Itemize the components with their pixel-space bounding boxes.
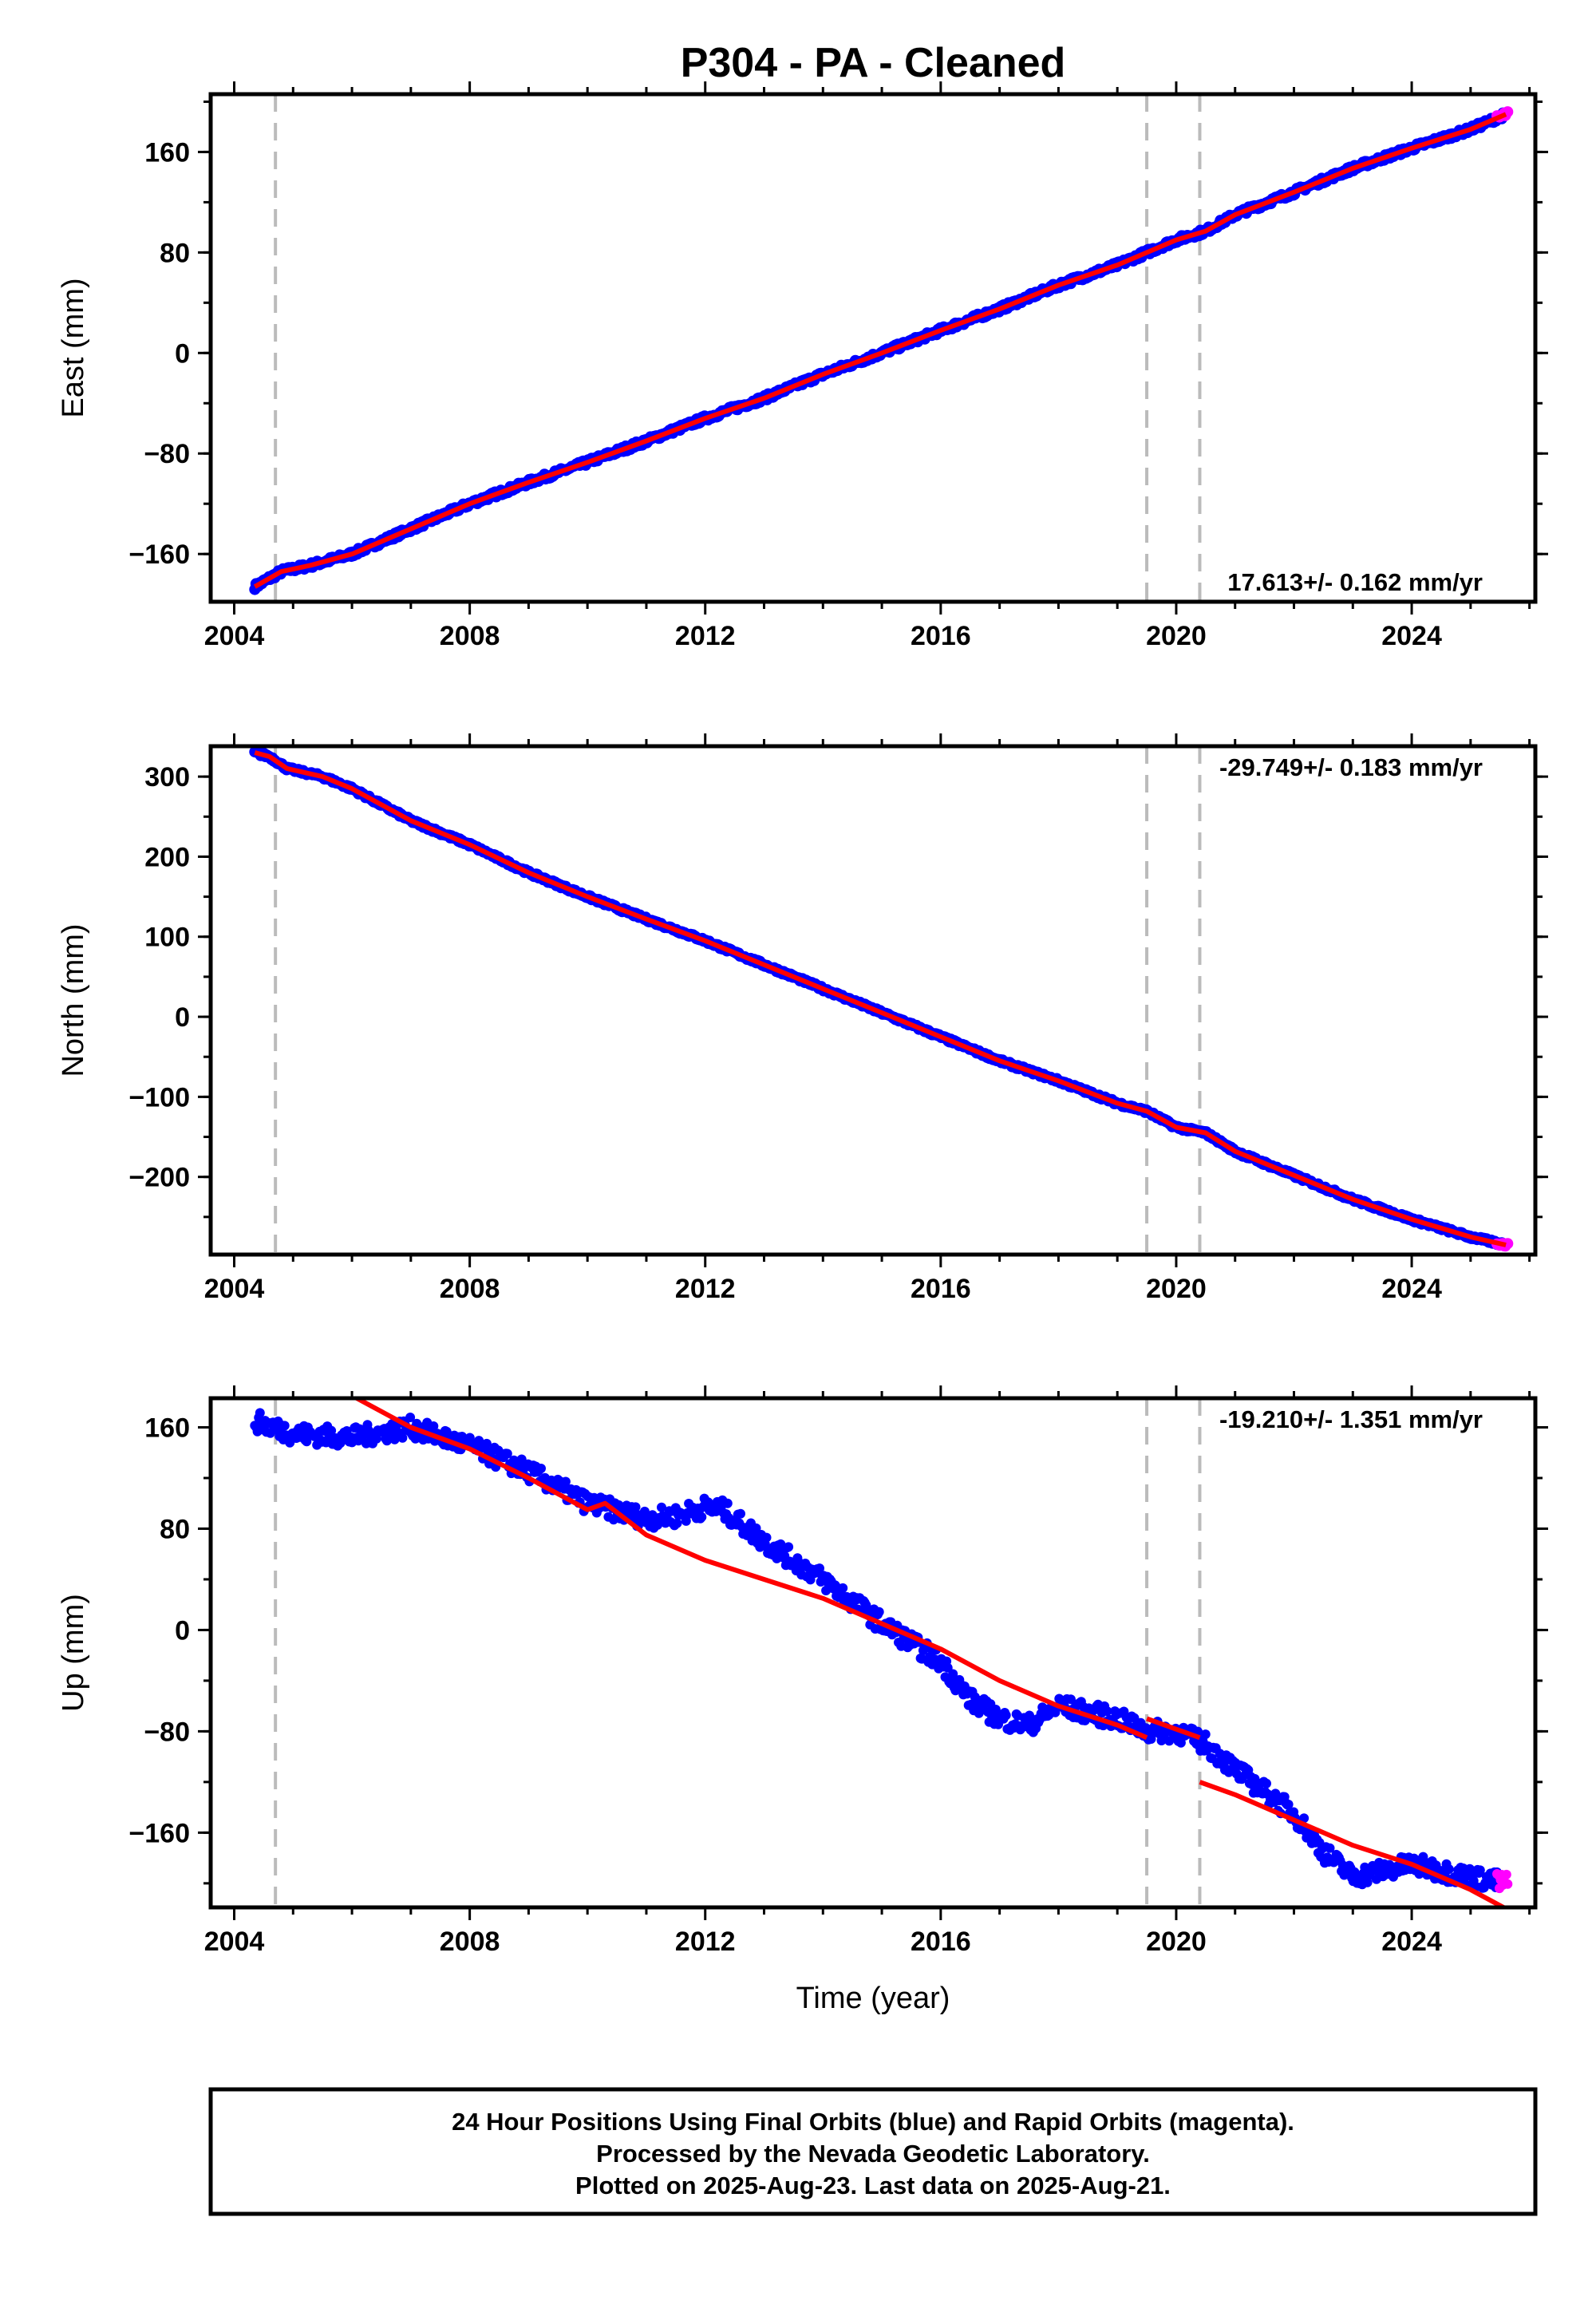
up-point — [481, 1438, 492, 1448]
up-x-tick-label: 2020 — [1146, 1927, 1207, 1957]
east-y-tick-label: −80 — [144, 439, 190, 469]
up-x-tick-label: 2008 — [440, 1927, 500, 1957]
up-model-line-2 — [1199, 1780, 1507, 1907]
up-point — [405, 1413, 416, 1422]
footer-line-2: Processed by the Nevada Geodetic Laborat… — [596, 2140, 1150, 2168]
up-y-tick-label: −160 — [128, 1818, 190, 1848]
north-x-tick-label: 2016 — [911, 1274, 971, 1304]
north-y-tick-label: −100 — [128, 1082, 190, 1113]
up-point — [630, 1502, 641, 1512]
north-model-line-0 — [254, 750, 1507, 1247]
north-y-tick-label: 0 — [175, 1002, 190, 1033]
up-point — [838, 1583, 848, 1593]
up-point — [397, 1433, 408, 1443]
up-y-tick-label: 80 — [160, 1514, 190, 1544]
east-y-tick-label: 80 — [160, 238, 190, 268]
north-y-tick-label: 300 — [144, 762, 190, 792]
up-point — [697, 1512, 707, 1522]
up-point — [536, 1464, 546, 1473]
footer-line-3: Plotted on 2025-Aug-23. Last data on 202… — [575, 2172, 1171, 2199]
up-rate-annotation: -19.210+/- 1.351 mm/yr — [1219, 1405, 1483, 1433]
east-panel: 2004 2008 2012 2016 2020 2024 160 80 0 −80 −160 Eas… — [57, 81, 1548, 651]
footer-line-1: 24 Hour Positions Using Final Orbits (bl… — [452, 2108, 1294, 2136]
north-rate-annotation: -29.749+/- 0.183 mm/yr — [1219, 753, 1483, 781]
up-x-tick-label: 2016 — [911, 1927, 971, 1957]
up-point — [948, 1669, 958, 1679]
up-y-tick-label: 160 — [144, 1413, 190, 1444]
footer-box: 24 Hour Positions Using Final Orbits (bl… — [208, 2087, 1538, 2216]
up-point — [1325, 1843, 1335, 1853]
chart-title: P304 - PA - Cleaned — [681, 40, 1066, 86]
east-y-tick-label: 0 — [175, 338, 190, 369]
north-x-tick-label: 2024 — [1381, 1274, 1442, 1304]
east-x-tick-label: 2020 — [1146, 621, 1207, 651]
up-model-line-0 — [351, 1398, 1148, 1741]
up-point — [784, 1542, 794, 1552]
up-point — [1200, 1729, 1211, 1740]
up-point — [1102, 1706, 1112, 1717]
up-rapid-point — [1503, 1879, 1513, 1889]
up-point — [1262, 1778, 1271, 1788]
up-y-tick-label: 0 — [175, 1615, 190, 1646]
up-frame — [208, 1396, 1538, 1910]
east-x-tick-label: 2004 — [204, 621, 265, 651]
east-model-line-0 — [253, 112, 1507, 589]
north-y-tick-label: 200 — [144, 842, 190, 872]
up-point — [722, 1498, 733, 1508]
up-point — [279, 1421, 290, 1431]
up-point — [681, 1516, 691, 1526]
up-point — [874, 1607, 884, 1617]
up-point — [326, 1425, 337, 1436]
east-y-tick-label: 160 — [144, 137, 190, 168]
north-x-tick-label: 2012 — [675, 1274, 736, 1304]
up-x-tick-label: 2024 — [1381, 1927, 1442, 1957]
up-point — [672, 1518, 682, 1528]
up-point — [255, 1408, 265, 1418]
north-panel: 2004 2008 2012 2016 2020 2024 300 200 100 0 −100 −2… — [57, 733, 1548, 1304]
north-x-tick-label: 2020 — [1146, 1274, 1207, 1304]
east-frame — [208, 92, 1538, 604]
up-point — [1001, 1710, 1011, 1721]
up-point — [1299, 1813, 1310, 1824]
up-point — [1444, 1864, 1454, 1875]
up-point — [1283, 1800, 1294, 1809]
east-x-tick-label: 2008 — [440, 621, 500, 651]
north-x-tick-label: 2004 — [204, 1274, 265, 1304]
up-y-tick-label: −80 — [144, 1717, 190, 1747]
up-final-points — [250, 1408, 1507, 1893]
up-point — [815, 1563, 824, 1574]
east-y-axis-label: East (mm) — [57, 278, 90, 417]
up-point — [736, 1508, 745, 1519]
east-x-tick-label: 2024 — [1381, 621, 1442, 651]
up-point — [429, 1421, 439, 1431]
up-rapid-point — [1501, 1869, 1511, 1879]
up-panel: 2004 2008 2012 2016 2020 2024 160 80 0 −80 −160 Up … — [57, 1385, 1548, 1957]
north-y-tick-label: 100 — [144, 923, 190, 953]
up-point — [335, 1438, 346, 1448]
x-axis-label: Time (year) — [796, 1982, 950, 2015]
east-rate-annotation: 17.613+/- 0.162 mm/yr — [1227, 568, 1483, 596]
north-y-axis-label: North (mm) — [57, 923, 90, 1077]
north-frame — [208, 744, 1538, 1257]
up-rapid-points — [1492, 1869, 1513, 1894]
north-x-tick-label: 2008 — [440, 1274, 500, 1304]
up-point — [502, 1448, 512, 1459]
east-y-tick-label: −160 — [128, 539, 190, 570]
up-point — [1362, 1877, 1373, 1887]
east-x-tick-label: 2012 — [675, 621, 736, 651]
up-point — [657, 1502, 666, 1512]
up-x-tick-label: 2012 — [675, 1927, 736, 1957]
up-point — [560, 1476, 571, 1487]
up-model-line-1 — [1146, 1716, 1201, 1741]
up-point — [751, 1523, 761, 1533]
north-final-points — [249, 746, 1509, 1251]
up-x-tick-label: 2004 — [204, 1927, 265, 1957]
up-point — [761, 1532, 772, 1543]
east-x-tick-label: 2016 — [911, 621, 971, 651]
up-point — [1475, 1865, 1485, 1875]
up-y-axis-label: Up (mm) — [57, 1594, 90, 1712]
north-y-tick-label: −200 — [128, 1163, 190, 1193]
up-point — [302, 1437, 312, 1447]
